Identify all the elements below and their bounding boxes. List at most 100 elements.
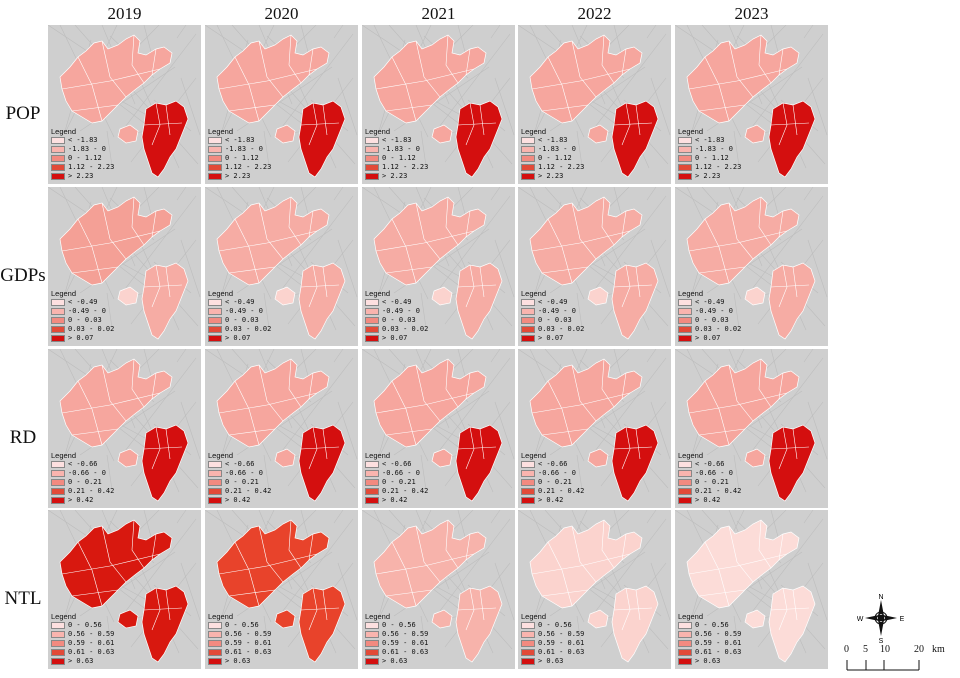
legend-swatch	[208, 299, 222, 306]
legend-item: -0.66 - 0	[678, 469, 741, 478]
legend-label: < -1.83	[695, 136, 725, 144]
legend-swatch	[365, 299, 379, 306]
legend-item: 0 - 0.03	[51, 316, 114, 325]
legend-item: > 0.07	[678, 334, 741, 343]
legend-swatch	[678, 488, 692, 495]
legend-label: -0.49 - 0	[538, 307, 576, 315]
legend-label: < -1.83	[538, 136, 568, 144]
legend-item: > 0.07	[208, 334, 271, 343]
legend-swatch	[365, 326, 379, 333]
legend-swatch	[208, 479, 222, 486]
legend-item: > 0.42	[521, 496, 584, 505]
legend-item: < -0.49	[365, 298, 428, 307]
legend-title: Legend	[678, 612, 704, 621]
legend-item: 0.59 - 0.61	[521, 639, 584, 648]
legend-item: 0.03 - 0.02	[51, 325, 114, 334]
legend-swatch	[521, 137, 535, 144]
legend-item: 0.56 - 0.59	[521, 630, 584, 639]
legend-label: 0.61 - 0.63	[225, 648, 272, 656]
legend-label: > 0.07	[68, 334, 94, 342]
legend-label: 0.03 - 0.02	[225, 325, 272, 333]
legend-label: 0.59 - 0.61	[225, 639, 272, 647]
map-panel-ntl-2021: Legend 0 - 0.56 0.56 - 0.59 0.59 - 0.61 0.61…	[362, 510, 515, 669]
legend-label: -0.49 - 0	[695, 307, 733, 315]
legend-item: > 0.07	[51, 334, 114, 343]
legend-swatch	[51, 658, 65, 665]
legend-label: 0.59 - 0.61	[538, 639, 585, 647]
legend-swatch	[521, 173, 535, 180]
district-small	[274, 286, 296, 306]
legend-item: 0 - 0.56	[51, 621, 114, 630]
legend-item: < -1.83	[51, 136, 114, 145]
legend-swatch	[51, 326, 65, 333]
legend-label: 0.56 - 0.59	[68, 630, 115, 638]
legend-label: -1.83 - 0	[68, 145, 106, 153]
legend-item: > 2.23	[521, 172, 584, 181]
district-small	[274, 448, 296, 468]
legend-label: 0.03 - 0.02	[382, 325, 429, 333]
district-small	[274, 124, 296, 144]
north-arrow-compass: N S E W	[857, 592, 905, 645]
legend-label: 0 - 1.12	[68, 154, 102, 162]
district-east	[141, 262, 189, 340]
legend-swatch	[51, 317, 65, 324]
legend-label: 0.59 - 0.61	[68, 639, 115, 647]
legend-swatch	[208, 326, 222, 333]
legend-label: -1.83 - 0	[225, 145, 263, 153]
legend-swatch	[51, 146, 65, 153]
legend-swatch	[51, 308, 65, 315]
legend-item: 0 - 1.12	[365, 154, 428, 163]
legend-item: -1.83 - 0	[51, 145, 114, 154]
legend-swatch	[521, 631, 535, 638]
legend-swatch	[678, 470, 692, 477]
legend-item: 0.59 - 0.61	[678, 639, 741, 648]
legend-label: 0.21 - 0.42	[538, 487, 585, 495]
legend-item: 0.59 - 0.61	[51, 639, 114, 648]
basemap-svg	[205, 349, 358, 502]
legend-title: Legend	[678, 127, 704, 136]
legend-item: 0 - 1.12	[678, 154, 741, 163]
row-label-ntl: NTL	[4, 588, 42, 609]
district-east	[455, 585, 503, 663]
year-label-2022: 2022	[577, 4, 612, 23]
legend-label: < -0.49	[225, 298, 255, 306]
legend-label: -0.66 - 0	[538, 469, 576, 477]
legend-label: 0 - 1.12	[225, 154, 259, 162]
legend-item: < -1.83	[208, 136, 271, 145]
legend-item: 0.21 - 0.42	[365, 487, 428, 496]
legend-swatch	[678, 164, 692, 171]
district-east	[298, 262, 346, 340]
legend-label: < -1.83	[68, 136, 98, 144]
legend-label: -1.83 - 0	[538, 145, 576, 153]
legend-label: > 0.42	[538, 496, 564, 504]
district-east	[298, 424, 346, 502]
legend-item: 0.61 - 0.63	[365, 648, 428, 657]
legend-label: < -0.66	[695, 460, 725, 468]
basemap-svg	[518, 349, 671, 502]
district-small	[274, 609, 296, 629]
legend-swatch	[521, 146, 535, 153]
district-east	[768, 262, 816, 340]
legend-label: 0.21 - 0.42	[225, 487, 272, 495]
legend-swatch	[208, 488, 222, 495]
district-small	[117, 286, 139, 306]
map-panel-ntl-2023: Legend 0 - 0.56 0.56 - 0.59 0.59 - 0.61 0.61…	[675, 510, 828, 669]
legend-swatch	[208, 335, 222, 342]
map-panel-ntl-2020: Legend 0 - 0.56 0.56 - 0.59 0.59 - 0.61 0.61…	[205, 510, 358, 669]
legend-swatch	[365, 631, 379, 638]
legend-swatch	[51, 488, 65, 495]
basemap-svg	[205, 187, 358, 340]
scale-tick-20: 20	[914, 644, 924, 655]
district-east	[141, 424, 189, 502]
legend-label: 0 - 0.56	[68, 621, 102, 629]
legend-label: 1.12 - 2.23	[382, 163, 429, 171]
